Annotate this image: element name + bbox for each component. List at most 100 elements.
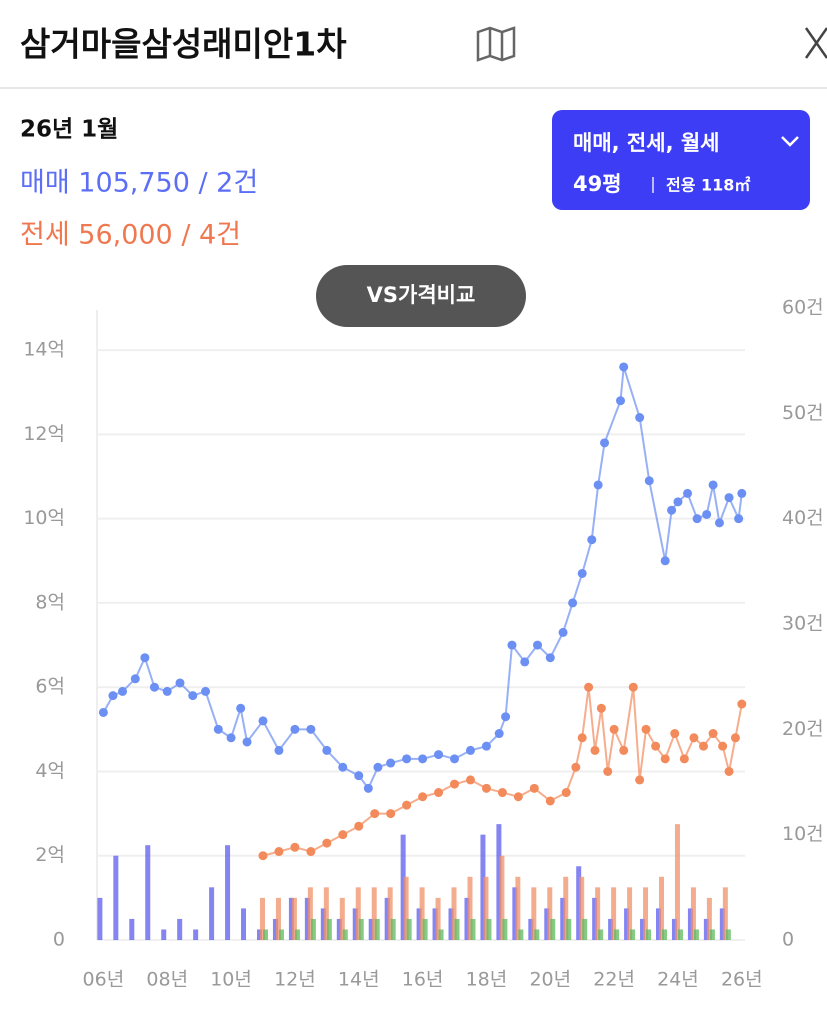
volume-bar (595, 887, 601, 940)
x-tick-label: 10년 (210, 969, 252, 991)
price-point (108, 691, 118, 701)
filter-background (552, 110, 810, 210)
volume-bar (719, 908, 725, 940)
chevron (781, 136, 799, 147)
price-point (290, 842, 300, 852)
volume-bar (470, 918, 476, 940)
volume-bar (451, 887, 457, 940)
volume-bar (339, 897, 345, 940)
volume-bar (374, 918, 380, 940)
price-point (201, 686, 211, 696)
price-point (737, 488, 747, 498)
y2-tick-label: 20건 (782, 718, 824, 740)
volume-bar (598, 929, 604, 940)
volume-bar (579, 876, 585, 940)
price-point (175, 678, 185, 688)
price-point (98, 707, 108, 717)
compare-button[interactable]: VS가격비교 (316, 265, 526, 327)
price-point (386, 809, 396, 819)
volume-bar (355, 887, 361, 940)
volume-bar (97, 897, 103, 940)
price-point (434, 750, 444, 760)
y-tick-label: 2억 (35, 844, 65, 866)
volume-bar (422, 918, 428, 940)
volume-bar (390, 918, 396, 940)
y2-tick-label: 60건 (782, 297, 824, 319)
volume-bar (496, 824, 502, 940)
price-point (497, 788, 507, 798)
filter-button[interactable]: 매매, 전세, 월세 49평 전용 118㎡ (552, 110, 810, 210)
volume-bar (435, 897, 441, 940)
jeonse-summary: 전세 56,000 / 4건 (20, 220, 241, 251)
y2-tick-label: 30건 (782, 613, 824, 635)
volume-bar (432, 908, 438, 940)
price-point (545, 653, 555, 663)
price-point (667, 505, 677, 515)
y2-tick-label: 10건 (782, 823, 824, 845)
filter-size: 49평 (573, 172, 622, 196)
price-point (188, 691, 198, 701)
x-tick-label: 14년 (338, 969, 380, 991)
map-icon[interactable] (476, 26, 516, 62)
price-point (616, 396, 626, 406)
volume-bar (722, 887, 728, 940)
price-point (140, 653, 150, 663)
volume-bar (677, 929, 683, 940)
price-point (481, 741, 491, 751)
price-point (434, 788, 444, 798)
close-icon[interactable] (804, 27, 827, 59)
price-point (619, 362, 629, 372)
volume-bar (467, 876, 473, 940)
volume-bar (368, 918, 374, 940)
volume-bar (193, 929, 199, 940)
volume-bar (278, 929, 284, 940)
volume-bar (662, 929, 668, 940)
x-tick-label: 18년 (466, 969, 508, 991)
plot: 0 2억 4억 6억 8억 10억 12억 14억 0 10건 20건 30건 40건 50건 60건 06년… (23, 297, 823, 991)
y-tick-label: 12억 (23, 423, 65, 445)
volume-bar (352, 908, 358, 940)
price-point (651, 741, 661, 751)
price-point (689, 733, 699, 743)
price-point (619, 745, 629, 755)
price-point (673, 497, 683, 507)
volume-bar (703, 918, 709, 940)
price-point (354, 771, 364, 781)
volume-bar (582, 918, 588, 940)
price-point (450, 754, 460, 764)
price-point (418, 754, 428, 764)
volume-bar (518, 929, 524, 940)
price-point (465, 745, 475, 755)
y-tick-label: 8억 (35, 591, 65, 613)
x-tick-label: 24년 (657, 969, 699, 991)
volume-bar (592, 897, 598, 940)
volume-bar (502, 918, 508, 940)
volume-bar (671, 918, 677, 940)
x-tick-label: 20년 (529, 969, 571, 991)
price-point (513, 792, 523, 802)
volume-bar (320, 908, 326, 940)
volume-bar (706, 897, 712, 940)
y-tick-label: 6억 (35, 676, 65, 698)
volume-bar (614, 929, 620, 940)
volume-bar (563, 876, 569, 940)
volume-bar (145, 845, 151, 940)
volume-bar (323, 887, 329, 940)
price-point (628, 682, 638, 692)
price-point (708, 480, 718, 490)
volume-bar (547, 887, 553, 940)
volume-bar (630, 929, 636, 940)
volume-bar (304, 897, 310, 940)
volume-bar (406, 918, 412, 940)
price-point (306, 724, 316, 734)
volume-bar (358, 918, 364, 940)
price-point (386, 758, 396, 768)
price-point (558, 627, 568, 637)
volume-bar (177, 918, 183, 940)
price-point (600, 438, 610, 448)
volume-bar (129, 918, 135, 940)
price-point (402, 754, 412, 764)
price-point (149, 682, 159, 692)
volume-bar (576, 866, 582, 940)
price-point (641, 724, 651, 734)
